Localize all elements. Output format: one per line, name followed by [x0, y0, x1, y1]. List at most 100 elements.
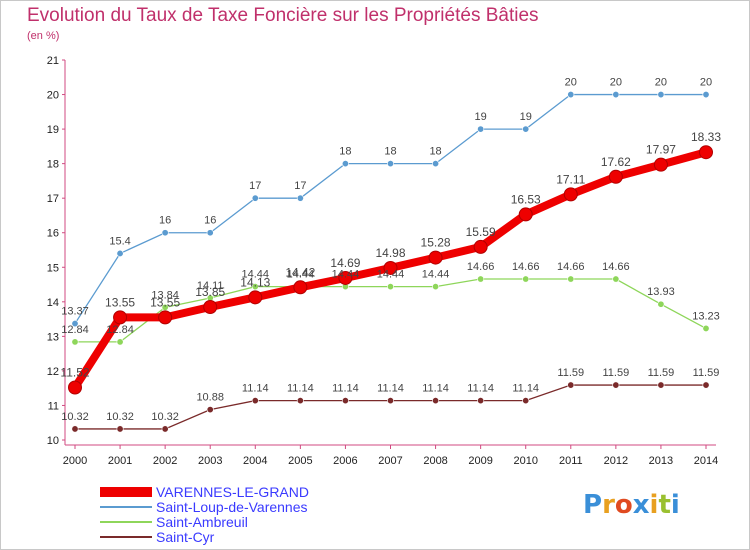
data-point [608, 169, 623, 184]
legend: VARENNES-LE-GRAND Saint-Loup-de-Varennes S… [100, 483, 309, 545]
y-tick-label: 17 [47, 193, 59, 205]
data-label: 14.13 [240, 275, 270, 289]
legend-swatch [100, 505, 152, 508]
y-tick-label: 14 [47, 297, 59, 309]
legend-swatch [100, 520, 152, 523]
y-tick-label: 18 [47, 159, 59, 171]
data-label: 16.53 [511, 192, 541, 206]
data-point [338, 270, 353, 285]
data-label: 11.52 [60, 365, 89, 379]
data-point [293, 280, 308, 295]
data-point [68, 380, 82, 395]
data-point [386, 160, 394, 168]
data-label: 10.88 [196, 392, 224, 404]
y-tick-label: 20 [47, 90, 59, 102]
data-point [657, 300, 665, 308]
chart-title: Evolution du Taux de Taxe Foncière sur l… [27, 5, 539, 26]
y-tick-label: 11 [48, 400, 59, 412]
data-point [702, 324, 710, 332]
data-point [161, 229, 169, 237]
data-point [477, 125, 485, 133]
data-label: 14.11 [197, 280, 224, 292]
data-label: 18 [429, 146, 441, 158]
series-1 [71, 91, 710, 328]
data-label: 17.97 [646, 143, 676, 157]
data-point [428, 250, 443, 265]
x-tick-label: 2008 [423, 455, 447, 467]
data-label: 11.59 [557, 367, 584, 379]
data-label: 16 [204, 215, 216, 227]
data-label: 13.84 [151, 289, 179, 301]
data-label: 14.66 [602, 261, 630, 273]
series-2 [71, 275, 710, 346]
data-label: 11.14 [332, 383, 359, 395]
data-label: 14.66 [512, 261, 540, 273]
x-tick-label: 2006 [333, 455, 357, 467]
y-tick-label: 16 [47, 228, 59, 240]
data-label: 18.33 [691, 130, 721, 144]
data-label: 20 [700, 77, 712, 89]
data-label: 14.69 [330, 256, 360, 270]
data-label: 17 [249, 180, 261, 192]
x-tick-label: 2012 [604, 455, 628, 467]
data-point [116, 425, 124, 433]
data-point [113, 310, 128, 325]
data-label: 11.14 [242, 383, 269, 395]
data-label: 12.84 [61, 324, 89, 336]
y-tick-label: 12 [47, 366, 59, 378]
data-label: 14.44 [377, 269, 405, 281]
data-label: 13.85 [195, 285, 225, 299]
data-point [612, 91, 620, 99]
data-label: 13.93 [647, 286, 675, 298]
data-label: 11.14 [512, 383, 539, 395]
data-label: 10.32 [106, 411, 134, 423]
data-label: 11.59 [693, 367, 720, 379]
data-label: 15.4 [109, 235, 130, 247]
data-point [432, 283, 440, 291]
data-point [251, 397, 259, 405]
legend-item: Saint-Loup-de-Varennes [100, 498, 309, 515]
data-label: 10.32 [61, 411, 89, 423]
data-point [477, 397, 485, 405]
series-3 [71, 381, 710, 433]
data-point [386, 283, 394, 291]
x-tick-label: 2001 [108, 455, 132, 467]
data-label: 11.59 [602, 367, 629, 379]
proxiti-logo: Proxiti [583, 490, 680, 520]
y-tick-label: 21 [47, 55, 59, 67]
y-tick-label: 15 [47, 262, 59, 274]
y-axis-unit: (en %) [27, 30, 60, 42]
data-point [158, 310, 173, 325]
legend-label: Saint-Cyr [156, 528, 215, 545]
data-label: 14.98 [375, 246, 405, 260]
data-point [206, 229, 214, 237]
x-tick-label: 2010 [513, 455, 537, 467]
data-point [383, 260, 398, 275]
data-point [567, 91, 575, 99]
data-label: 13.23 [692, 310, 720, 322]
data-point [116, 338, 124, 346]
data-label: 14.44 [287, 269, 315, 281]
data-label: 19 [475, 111, 487, 123]
data-label: 18 [384, 146, 396, 158]
data-point [161, 425, 169, 433]
data-point [702, 91, 710, 99]
y-tick-label: 10 [47, 435, 59, 447]
legend-swatch [100, 535, 152, 538]
legend-item: Saint-Cyr [100, 528, 309, 545]
x-tick-label: 2007 [378, 455, 402, 467]
y-tick-label: 19 [47, 124, 59, 136]
data-label: 14.66 [467, 261, 495, 273]
data-point [518, 207, 533, 222]
data-point [657, 381, 665, 389]
y-tick-label: 13 [47, 331, 59, 343]
legend-swatch [100, 486, 152, 497]
data-label: 15.28 [421, 236, 451, 250]
axes: 10 11 12 13 14 15 16 17 18 19 20 21 2000 2001 2002 2003… [47, 55, 718, 467]
chart-plot: 10 11 12 13 14 15 16 17 18 19 20 21 2000 2001 2002 2003… [47, 55, 722, 467]
legend-label: Saint-Loup-de-Varennes [156, 498, 308, 515]
legend-label: VARENNES-LE-GRAND [156, 483, 309, 500]
data-label: 14.44 [242, 269, 270, 281]
data-label: 15.59 [466, 225, 496, 239]
data-point [116, 249, 124, 257]
